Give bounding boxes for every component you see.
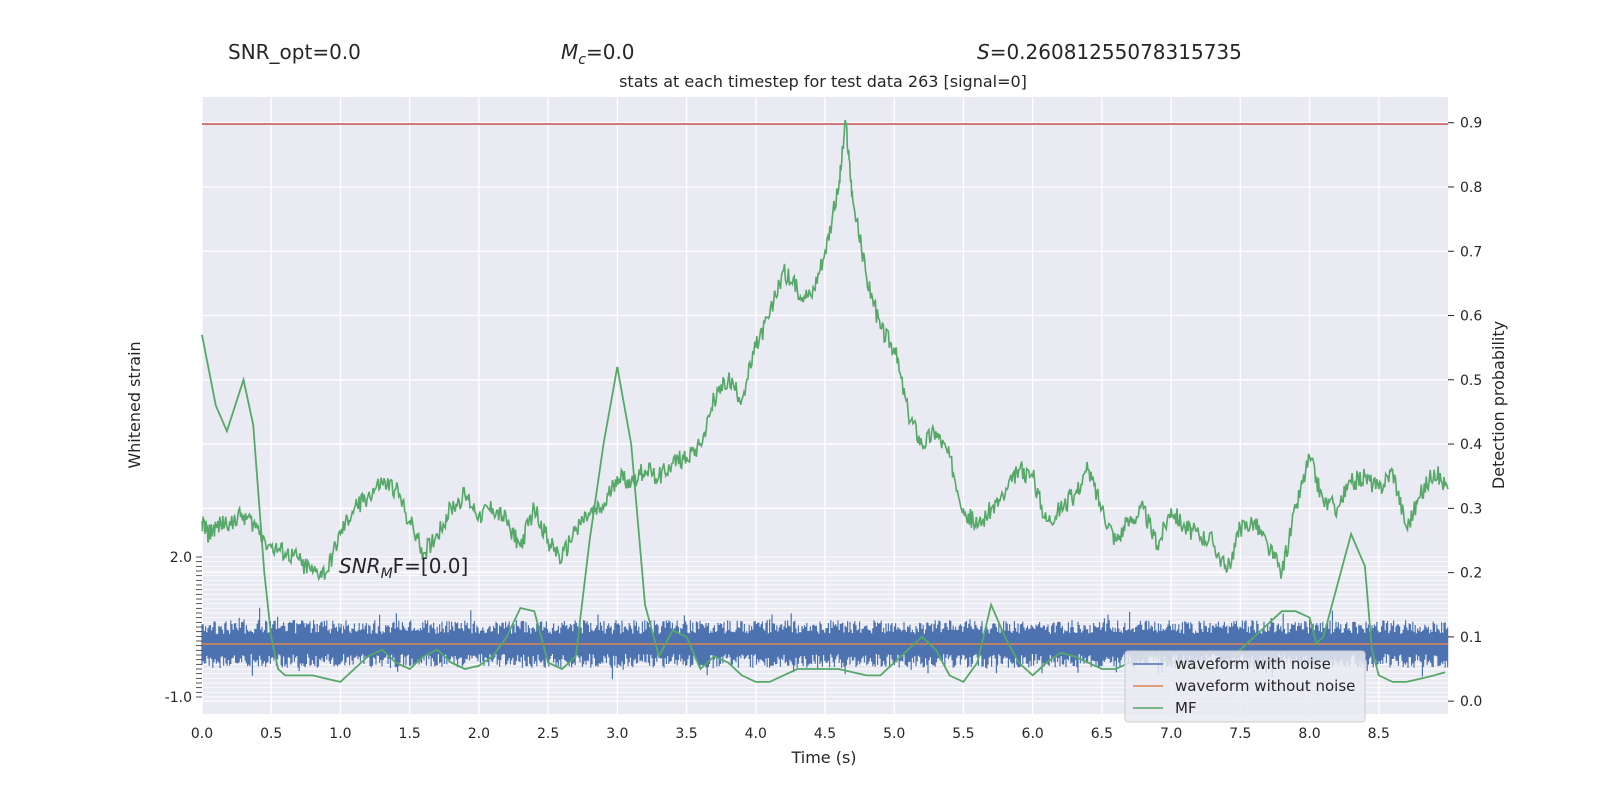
right-y-tick-label: 0.7	[1460, 244, 1482, 260]
x-axis-ticks: 0.0 0.5 1.0 1.5 2.0 2.5 3.0 3.5 4.0 4.5 5.0 5.5 6.0 6…	[191, 726, 1390, 742]
x-tick-label: 5.5	[952, 726, 974, 742]
right-y-axis-label: Detection probability	[1489, 321, 1508, 489]
statistic-value: =0.26081255078315735	[989, 40, 1242, 64]
x-tick-label: 3.5	[675, 726, 697, 742]
right-y-tick-label: 0.1	[1460, 630, 1482, 646]
right-y-tick-label: 0.5	[1460, 373, 1482, 389]
vertical-gridlines	[201, 97, 1380, 714]
x-tick-label: 8.0	[1298, 726, 1320, 742]
series-mf-line	[201, 334, 1446, 684]
x-tick-label: 2.5	[537, 726, 559, 742]
x-tick-label: 4.0	[745, 726, 767, 742]
x-tick-label: 7.0	[1160, 726, 1182, 742]
chart-title: stats at each timestep for test data 263…	[619, 72, 1027, 91]
x-tick-label: 5.0	[883, 726, 905, 742]
x-tick-label: 3.0	[606, 726, 628, 742]
series-detection-probability-line	[201, 120, 1449, 582]
right-y-tick-label: 0.0	[1460, 694, 1482, 710]
x-tick-label: 4.5	[814, 726, 836, 742]
right-y-tick-label: 0.6	[1460, 309, 1482, 325]
legend-box	[1124, 650, 1366, 723]
x-tick-label: 7.5	[1229, 726, 1251, 742]
x-tick-label: 8.5	[1368, 726, 1390, 742]
legend-label-noise: waveform with noise	[1175, 655, 1331, 673]
right-y-axis-ticks: 0.0 0.1 0.2 0.3 0.4 0.5 0.6 0.7 0.8 0.9	[1448, 116, 1482, 710]
chirp-mass-value: =0.0	[585, 40, 635, 64]
statistic-symbol: S	[977, 40, 990, 64]
x-axis-label: Time (s)	[790, 748, 856, 767]
x-tick-label: 0.5	[260, 726, 282, 742]
x-tick-label: 1.5	[399, 726, 421, 742]
x-tick-label: 6.0	[1022, 726, 1044, 742]
legend: waveform with noise waveform without noi…	[1124, 650, 1366, 723]
left-y-tick-label: -1.0	[165, 690, 192, 706]
chirp-mass-subscript: c	[578, 52, 586, 68]
snr-mf-annotation: SNRMF=[0.0]	[339, 554, 468, 582]
legend-label-no-noise: waveform without noise	[1175, 677, 1355, 695]
right-y-tick-label: 0.4	[1460, 437, 1482, 453]
right-y-tick-label: 0.3	[1460, 501, 1482, 517]
snr-mf-tail: F=[0.0]	[393, 554, 469, 578]
legend-label-mf: MF	[1175, 699, 1197, 717]
left-y-axis-ticks: 2.0 -1.0	[165, 550, 202, 706]
left-y-tick-label: 2.0	[170, 550, 192, 566]
snr-mf-symbol: SNR	[339, 554, 381, 578]
right-y-tick-label: 0.8	[1460, 180, 1482, 196]
statistic-label: S=0.26081255078315735	[977, 40, 1242, 64]
left-y-axis-label: Whitened strain	[125, 341, 144, 468]
right-y-tick-label: 0.9	[1460, 116, 1482, 132]
x-tick-label: 2.0	[468, 726, 490, 742]
x-tick-label: 1.0	[329, 726, 351, 742]
snr-mf-subscript: M	[381, 566, 393, 582]
chirp-mass-symbol: M	[561, 40, 579, 64]
chirp-mass-label: Mc=0.0	[561, 40, 635, 68]
x-tick-label: 6.5	[1091, 726, 1113, 742]
right-y-tick-label: 0.2	[1460, 566, 1482, 582]
x-tick-label: 0.0	[191, 726, 213, 742]
snr-opt-label: SNR_opt=0.0	[228, 40, 361, 64]
